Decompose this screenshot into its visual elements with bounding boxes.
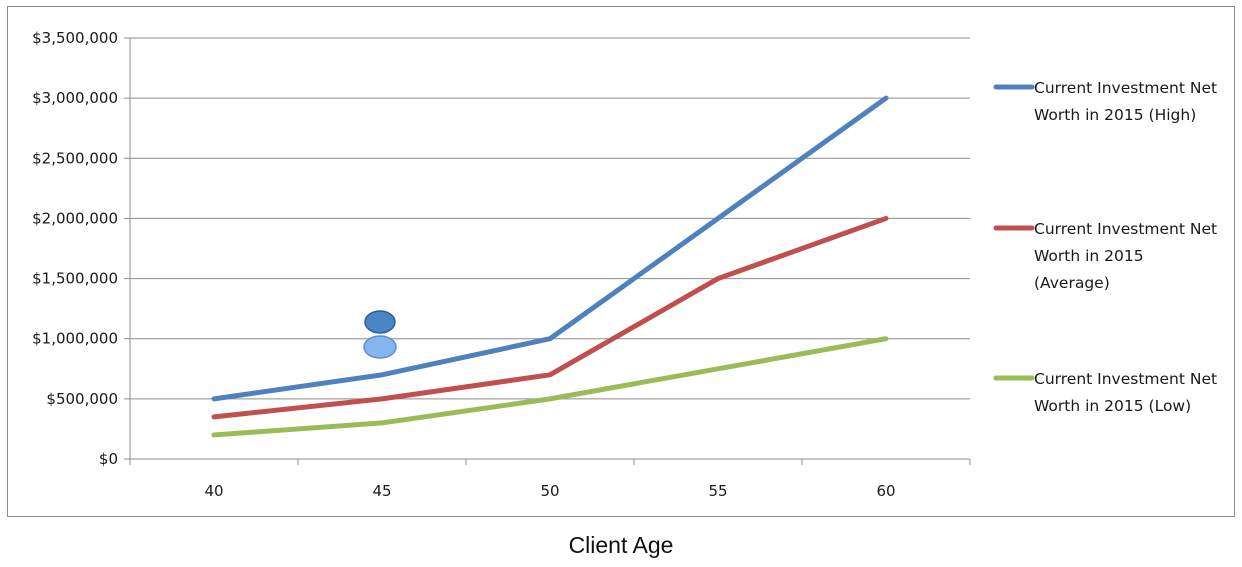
legend-label: Current Investment Net xyxy=(1034,79,1217,97)
chart-frame xyxy=(7,6,1235,517)
legend-label: (Average) xyxy=(1034,274,1110,292)
y-tick-label: $500,000 xyxy=(46,390,118,408)
y-tick-label: $3,500,000 xyxy=(32,29,118,47)
series-lines xyxy=(211,95,889,438)
legend-label: Worth in 2015 (High) xyxy=(1034,106,1196,124)
series-line xyxy=(211,336,889,438)
series-line xyxy=(211,95,889,402)
legend-label: Worth in 2015 (Low) xyxy=(1034,397,1191,415)
x-tick-label: 55 xyxy=(708,482,727,500)
x-tick-labels: 40 45 50 55 60 xyxy=(204,482,895,500)
x-tick-label: 50 xyxy=(540,482,559,500)
legend-label: Current Investment Net xyxy=(1034,370,1217,388)
series-line xyxy=(211,215,889,420)
legend: Current Investment Net Worth in 2015 (Hig… xyxy=(993,79,1217,415)
x-tick-label: 45 xyxy=(372,482,391,500)
y-tick-label: $2,500,000 xyxy=(32,149,118,167)
axes xyxy=(124,37,971,465)
y-tick-labels: $0 $500,000 $1,000,000 $1,500,000 $2,000,000… xyxy=(32,29,118,468)
y-tick-label: $1,500,000 xyxy=(32,270,118,288)
client-marker-icon xyxy=(363,310,397,359)
y-tick-label: $0 xyxy=(99,450,118,468)
x-tick-label: 60 xyxy=(876,482,895,500)
legend-label: Current Investment Net xyxy=(1034,220,1217,238)
y-tick-label: $3,000,000 xyxy=(32,89,118,107)
gridlines xyxy=(130,37,970,400)
x-tick-label: 40 xyxy=(204,482,223,500)
legend-label: Worth in 2015 xyxy=(1034,247,1144,265)
x-axis-label: Client Age xyxy=(568,532,674,558)
y-tick-label: $1,000,000 xyxy=(32,330,118,348)
y-tick-label: $2,000,000 xyxy=(32,209,118,227)
